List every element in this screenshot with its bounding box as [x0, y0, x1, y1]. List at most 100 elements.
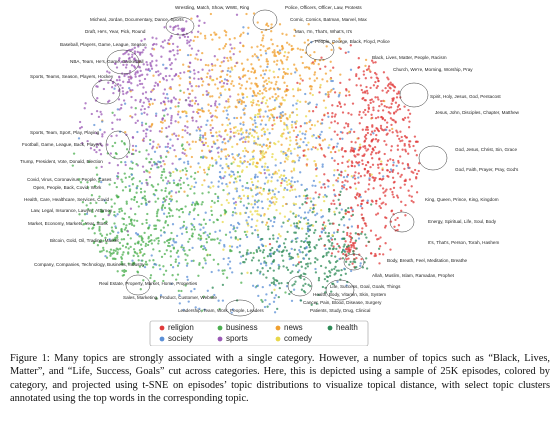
point	[154, 224, 158, 227]
point	[142, 86, 145, 89]
point	[369, 86, 372, 90]
point	[383, 139, 386, 143]
point	[266, 207, 270, 210]
point	[285, 58, 288, 61]
point	[308, 120, 311, 124]
point	[347, 252, 350, 255]
point	[245, 131, 248, 134]
point	[366, 201, 369, 204]
point	[156, 197, 160, 200]
point	[193, 228, 196, 231]
point	[295, 264, 298, 267]
point	[201, 140, 204, 144]
point	[228, 122, 232, 125]
point	[129, 207, 133, 210]
annotation: Company, Companies, Technology, Business…	[34, 262, 145, 267]
point	[392, 213, 395, 216]
point	[349, 238, 353, 241]
point	[321, 285, 325, 289]
point	[189, 187, 192, 191]
point	[163, 26, 166, 29]
point	[339, 40, 342, 43]
point	[375, 76, 378, 79]
point	[128, 86, 131, 90]
point	[307, 222, 310, 225]
point	[306, 262, 309, 265]
point	[232, 52, 235, 56]
point	[336, 177, 340, 180]
point	[232, 156, 235, 159]
point	[375, 199, 378, 203]
legend-box	[149, 320, 369, 346]
point	[312, 62, 315, 65]
point	[288, 43, 291, 46]
point	[374, 80, 377, 84]
point	[167, 180, 170, 183]
point	[290, 240, 293, 244]
point	[369, 101, 372, 105]
point	[373, 145, 377, 149]
point	[336, 142, 339, 145]
point	[157, 70, 160, 73]
point	[286, 219, 290, 223]
point	[327, 185, 330, 188]
point	[131, 136, 135, 139]
point	[95, 150, 98, 154]
point	[283, 169, 286, 172]
point	[292, 202, 295, 205]
point	[308, 110, 311, 113]
point	[263, 130, 267, 134]
point	[105, 220, 108, 223]
point	[162, 212, 166, 215]
point	[181, 128, 184, 132]
point	[168, 42, 171, 46]
point	[131, 88, 134, 92]
point	[386, 159, 390, 162]
point	[222, 60, 225, 63]
point	[158, 160, 162, 164]
point	[323, 244, 326, 248]
point	[314, 164, 318, 167]
point	[246, 271, 249, 274]
point	[203, 171, 206, 174]
point	[210, 209, 213, 213]
point	[370, 76, 373, 79]
point	[305, 188, 309, 191]
point	[327, 232, 331, 235]
point	[238, 251, 241, 254]
point	[317, 196, 320, 199]
point	[311, 135, 314, 138]
point	[97, 115, 101, 119]
point	[263, 168, 266, 172]
point	[326, 80, 329, 83]
point	[257, 235, 260, 239]
point	[169, 107, 172, 110]
point	[330, 48, 333, 52]
point	[108, 238, 111, 241]
point	[232, 173, 236, 176]
point	[400, 173, 403, 177]
point	[351, 213, 355, 217]
point	[247, 69, 250, 73]
point	[114, 152, 118, 155]
point	[312, 197, 315, 200]
point	[370, 252, 373, 255]
point	[354, 187, 358, 190]
point	[410, 195, 413, 198]
point	[137, 259, 140, 262]
point	[251, 94, 254, 98]
point	[189, 147, 192, 150]
point	[219, 135, 223, 138]
point	[326, 93, 329, 96]
point	[244, 87, 248, 90]
point	[351, 262, 354, 265]
point	[203, 143, 206, 147]
legend-marker	[275, 325, 281, 331]
point	[180, 232, 184, 235]
point	[324, 65, 327, 68]
point	[320, 122, 324, 125]
point	[335, 145, 338, 148]
point	[366, 128, 370, 131]
point	[202, 155, 205, 158]
point	[207, 166, 211, 169]
